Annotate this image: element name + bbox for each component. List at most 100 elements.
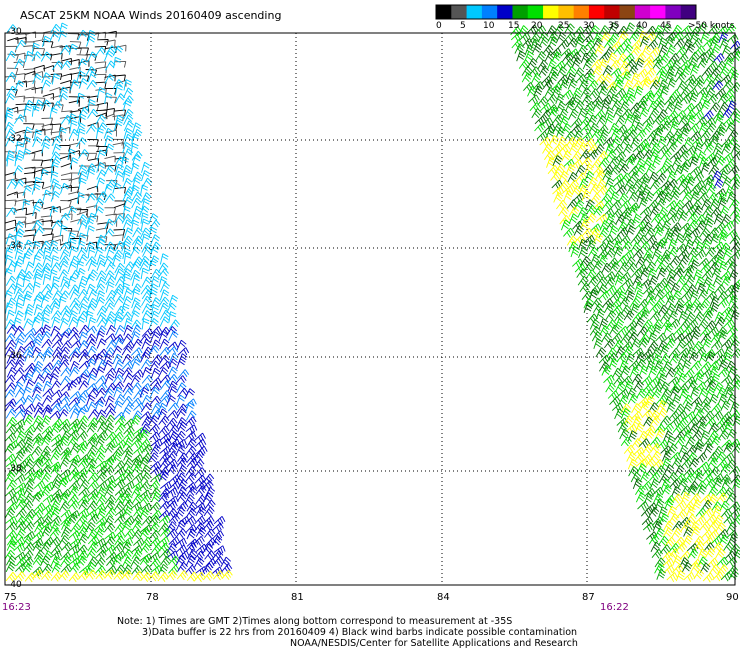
wind-barb: [694, 372, 705, 384]
wind-barb: [104, 531, 117, 542]
wind-barb: [32, 467, 45, 478]
wind-barb: [87, 260, 98, 272]
wind-barb: [687, 380, 698, 391]
wind-barb: [59, 249, 70, 260]
wind-barb: [96, 465, 109, 476]
wind-barb: [58, 396, 71, 405]
wind-barb: [630, 137, 641, 148]
wind-barb: [59, 469, 71, 479]
wind-barb: [5, 424, 18, 435]
wind-barb: [114, 460, 126, 471]
wind-barb: [636, 463, 647, 474]
wind-barb: [660, 186, 672, 197]
wind-barb: [638, 438, 651, 449]
wind-barb: [694, 45, 706, 56]
wind-barb: [636, 100, 648, 111]
wind-barb: [648, 506, 660, 518]
wind-barb: [725, 23, 737, 34]
wind-barb: [58, 86, 69, 98]
wind-barb: [683, 368, 695, 379]
wind-barb: [583, 138, 596, 149]
wind-barb: [729, 40, 740, 51]
wind-barb: [31, 42, 40, 54]
wind-barb: [588, 88, 600, 99]
wind-barb: [684, 411, 696, 422]
wind-barb: [58, 296, 67, 308]
wind-barb: [606, 86, 618, 96]
wind-barb: [76, 247, 88, 258]
wind-barb: [58, 359, 70, 370]
wind-barb: [712, 149, 724, 161]
wind-barb: [632, 213, 642, 225]
wind-barb: [708, 466, 720, 477]
wind-barb: [22, 275, 31, 288]
wind-barb: [104, 423, 115, 434]
wind-barb: [159, 433, 172, 443]
wind-barb: [604, 106, 614, 118]
wind-barb: [40, 99, 52, 110]
wind-barb: [113, 386, 123, 398]
wind-barb: [52, 182, 62, 194]
wind-barb: [168, 536, 181, 547]
wind-barb: [58, 269, 69, 280]
wind-barb: [31, 86, 43, 94]
wind-barb: [708, 261, 720, 272]
wind-barb: [609, 93, 619, 105]
wind-barb: [31, 51, 43, 62]
wind-barb: [670, 222, 682, 233]
wind-barb: [121, 240, 131, 252]
wind-barb: [85, 310, 94, 323]
wind-barb: [68, 486, 80, 497]
wind-barb: [113, 530, 125, 541]
wind-barb: [121, 570, 133, 581]
wind-barb: [607, 52, 618, 64]
wind-barb: [105, 45, 117, 56]
wind-barb: [22, 148, 32, 160]
wind-barb: [673, 536, 685, 547]
wind-barb: [628, 204, 639, 216]
wind-barb: [6, 502, 18, 513]
wind-barb: [121, 282, 130, 295]
wind-barb: [78, 303, 88, 315]
wind-barb: [14, 439, 26, 450]
wind-barb: [664, 96, 676, 106]
wind-barb: [591, 59, 603, 70]
wind-barb: [623, 380, 634, 392]
wind-barb: [123, 196, 133, 208]
wind-barb: [14, 248, 24, 260]
wind-barb: [87, 99, 96, 111]
wind-barb: [620, 375, 633, 386]
wind-barb: [122, 549, 134, 559]
wind-barb: [663, 520, 674, 531]
wind-barb: [41, 435, 52, 446]
wind-barb: [67, 430, 80, 440]
wind-barb: [700, 368, 713, 379]
wind-barb: [595, 74, 607, 84]
wind-barb: [166, 458, 178, 469]
wind-barb: [583, 297, 594, 309]
wind-barb: [85, 192, 97, 203]
wind-barb: [549, 135, 560, 146]
wind-barb: [670, 59, 681, 71]
wind-barb: [7, 37, 19, 44]
wind-barb: [633, 85, 644, 97]
wind-barb: [596, 114, 607, 126]
wind-barb: [149, 461, 162, 471]
wind-barb: [720, 375, 733, 385]
wind-barb: [131, 369, 144, 378]
wind-barb: [159, 309, 171, 320]
wind-barb: [123, 87, 134, 99]
wind-barb: [665, 295, 676, 306]
wind-barb: [23, 96, 35, 104]
wind-barb: [5, 233, 15, 245]
wind-barb: [674, 207, 685, 218]
wind-barb: [77, 508, 90, 518]
wind-barb: [627, 65, 639, 75]
wind-barb: [587, 149, 599, 160]
wind-barb: [85, 163, 97, 174]
wind-barb: [644, 67, 657, 78]
wind-speed-legend: [435, 4, 697, 20]
wind-barb: [602, 208, 615, 218]
wind-barb: [663, 59, 675, 70]
wind-barb: [95, 436, 106, 447]
